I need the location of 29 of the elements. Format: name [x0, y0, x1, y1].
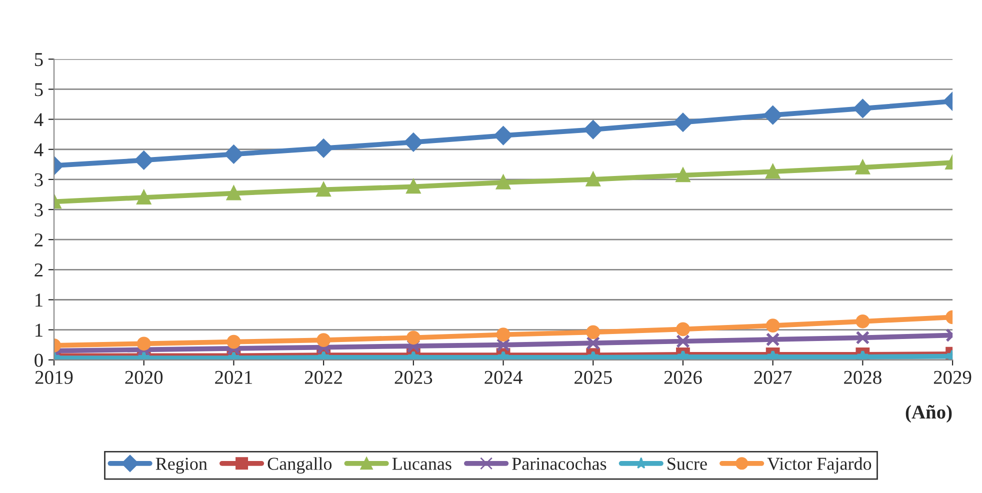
- x-tick-label: 2025: [574, 370, 612, 384]
- x-tick-label: 2026: [664, 370, 702, 384]
- x-tick-label: 2028: [844, 370, 882, 384]
- x-tick-label: 2029: [934, 370, 972, 384]
- x-tick-label: 2020: [125, 370, 163, 384]
- y-tick-label: 1: [36, 294, 42, 306]
- legend-label: Cangallo: [268, 457, 332, 474]
- legend-label: Victor Fajardo: [767, 457, 872, 474]
- legend-label: Region: [156, 458, 208, 474]
- x-tick-label: 2021: [215, 370, 252, 384]
- y-tick-label: 5: [35, 83, 43, 96]
- legend-label: Parinacochas: [512, 457, 606, 470]
- y-tick-label: 2: [34, 264, 43, 276]
- x-tick-label: 2024: [484, 370, 522, 384]
- y-tick-label: 2: [34, 233, 43, 246]
- legend-label: Lucanas: [392, 458, 452, 470]
- y-tick-label: 4: [34, 143, 44, 156]
- x-tick-label: 2027: [754, 370, 792, 384]
- y-tick-label: 3: [34, 173, 43, 186]
- y-tick-label: 4: [34, 113, 44, 126]
- legend-label: Sucre: [668, 458, 707, 470]
- x-tick-label: 2023: [394, 370, 432, 384]
- y-tick-label: 3: [34, 203, 43, 216]
- x-tick-label: 2019: [35, 370, 73, 384]
- y-tick-label: 0: [34, 354, 43, 367]
- y-tick-label: 1: [36, 324, 42, 337]
- x-axis-title: (Año): [906, 405, 952, 423]
- y-tick-label: 5: [35, 53, 43, 66]
- x-tick-label: 2022: [304, 370, 342, 384]
